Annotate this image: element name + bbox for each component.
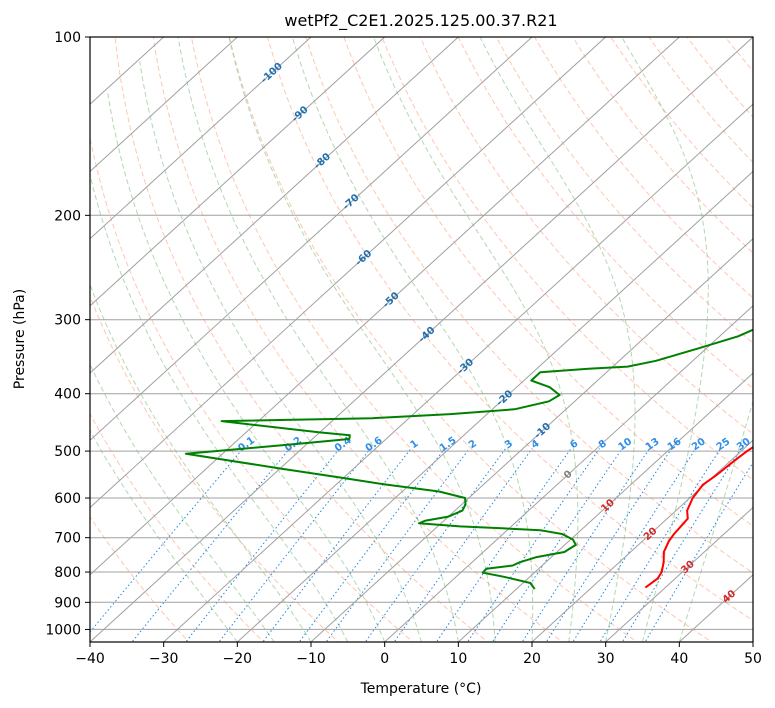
isotherm-line bbox=[90, 37, 386, 307]
x-tick-label: −10 bbox=[296, 651, 326, 667]
x-tick-label: −40 bbox=[75, 651, 105, 667]
y-axis-label: Pressure (hPa) bbox=[12, 289, 28, 389]
y-tick-label: 100 bbox=[54, 30, 81, 46]
isotherm-line bbox=[383, 305, 753, 642]
mixing-ratio-line bbox=[393, 448, 533, 642]
dry-adiabat-line bbox=[90, 295, 339, 642]
moist-adiabat-line bbox=[479, 37, 636, 642]
dry-adiabat-line bbox=[419, 37, 753, 435]
isotherm-line bbox=[457, 372, 753, 642]
isotherm-line bbox=[90, 37, 533, 441]
y-tick-label: 700 bbox=[54, 531, 81, 547]
dry-adiabat-line bbox=[190, 37, 638, 642]
dry-adiabat-line bbox=[534, 37, 753, 299]
x-tick-label: 30 bbox=[597, 651, 615, 667]
mixing-ratio-line bbox=[621, 448, 742, 642]
mixing-ratio-line bbox=[185, 448, 341, 642]
dewpoint-profile bbox=[184, 328, 753, 590]
x-axis-ticks: −40 −30 −20 −10 0 10 20 30 40 50 bbox=[75, 642, 762, 667]
moist-adiabat-line bbox=[291, 37, 534, 642]
mixing-ratio-line bbox=[90, 448, 244, 633]
isotherms bbox=[90, 37, 753, 642]
dry-adiabat-line bbox=[305, 37, 753, 574]
x-tick-label: −30 bbox=[149, 651, 179, 667]
isotherm-line bbox=[90, 37, 753, 642]
isotherm-line bbox=[90, 37, 239, 173]
moist-adiabat-line bbox=[107, 92, 386, 642]
moist-adiabat-line bbox=[678, 399, 753, 642]
mixing-ratio-line bbox=[298, 448, 446, 642]
plot-area: -100-90-80-70-60-50-40-30-20-100.1 0.2 0.4… bbox=[90, 37, 753, 642]
isotherm-line bbox=[90, 37, 312, 240]
y-tick-label: 500 bbox=[54, 444, 81, 460]
isotherm-line bbox=[90, 37, 460, 374]
moist-adiabat-line bbox=[139, 61, 422, 642]
dry-adiabat-line bbox=[152, 37, 564, 642]
mixing-ratio-line bbox=[521, 448, 650, 642]
chart-title: wetPf2_C2E1.2025.125.00.37.R21 bbox=[284, 11, 557, 31]
dry-adiabat-line bbox=[457, 37, 753, 389]
y-tick-label: 200 bbox=[54, 208, 81, 224]
x-axis-label: Temperature (°C) bbox=[360, 681, 482, 697]
mixing-ratio-line bbox=[435, 448, 572, 642]
mixing-ratio-line bbox=[599, 448, 721, 642]
y-tick-label: 900 bbox=[54, 595, 81, 611]
isotherm-line bbox=[604, 506, 753, 642]
x-tick-label: −20 bbox=[223, 651, 253, 667]
mixing-ratio-line bbox=[572, 448, 697, 642]
mixing-ratio-line bbox=[218, 448, 371, 642]
y-tick-label: 400 bbox=[54, 387, 81, 403]
plot-frame bbox=[89, 36, 754, 643]
dry-adiabat-line bbox=[90, 135, 414, 642]
y-axis-ticks: 100 200 300 400 500 600 700 800 900 1000 bbox=[45, 30, 90, 638]
moist-adiabat-line bbox=[90, 429, 238, 642]
moist-adiabat-line bbox=[90, 172, 349, 642]
dry-adiabat-line bbox=[267, 37, 753, 622]
isotherm-line bbox=[90, 37, 607, 509]
moist-adiabat-line bbox=[177, 37, 459, 642]
moist-adiabat-line bbox=[90, 363, 275, 642]
y-tick-label: 300 bbox=[54, 313, 81, 329]
mixing-ratio-line bbox=[545, 448, 673, 642]
isotherm-line bbox=[236, 170, 753, 642]
y-tick-label: 800 bbox=[54, 565, 81, 581]
y-tick-label: 1000 bbox=[45, 622, 81, 638]
pressure-gridlines bbox=[90, 37, 753, 630]
sounding-series bbox=[184, 328, 753, 590]
x-tick-label: 40 bbox=[670, 651, 688, 667]
isotherm-line bbox=[531, 439, 753, 642]
y-tick-label: 600 bbox=[54, 491, 81, 507]
moist-adiabat-line bbox=[621, 37, 709, 642]
x-tick-label: 10 bbox=[449, 651, 467, 667]
x-tick-label: 0 bbox=[380, 651, 389, 667]
dry-adiabat-line bbox=[381, 37, 753, 481]
isotherm-line bbox=[162, 103, 753, 642]
isotherm-line bbox=[90, 37, 681, 576]
isotherm-line bbox=[310, 237, 753, 642]
x-tick-label: 20 bbox=[523, 651, 541, 667]
moist-adiabat-line bbox=[228, 37, 496, 642]
temperature-profile bbox=[644, 446, 753, 589]
mixing-ratio-line bbox=[491, 448, 623, 642]
x-tick-label: 50 bbox=[744, 651, 762, 667]
mixing-ratio-line bbox=[364, 448, 507, 642]
